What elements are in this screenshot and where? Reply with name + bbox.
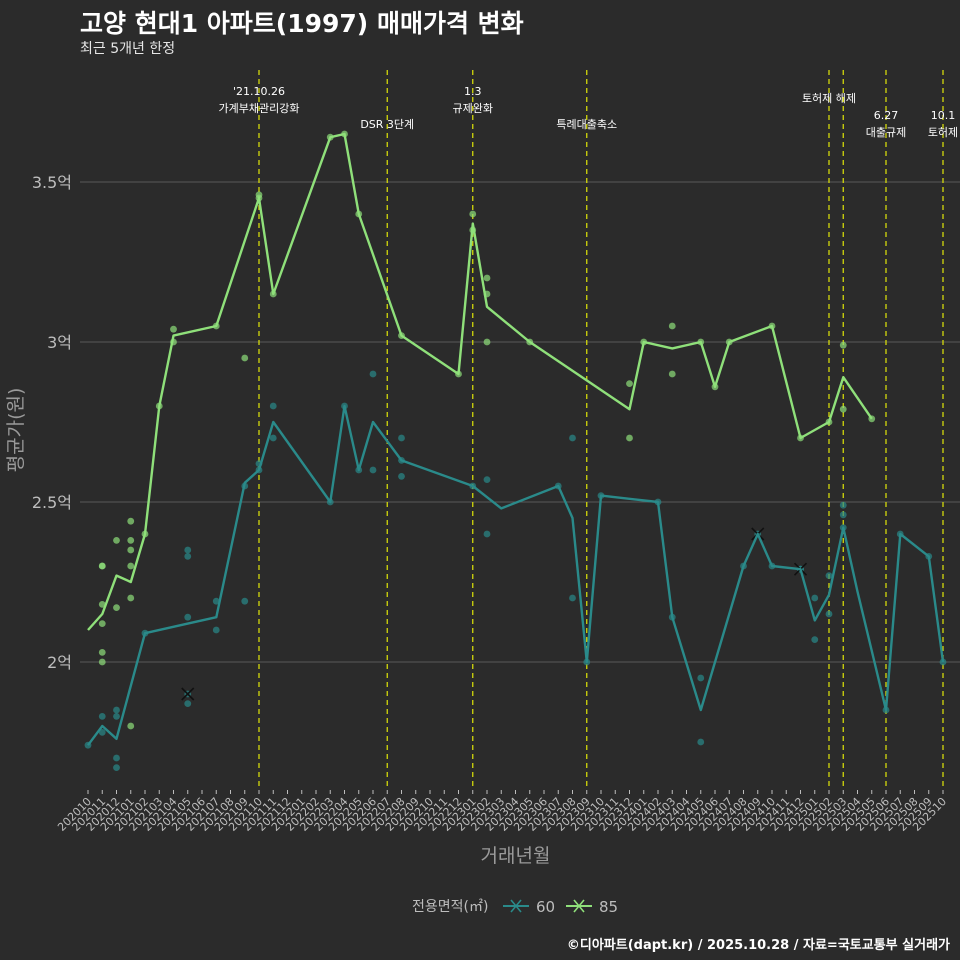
data-point-85: [483, 338, 491, 346]
event-label: 토허제 해제: [802, 91, 856, 105]
data-point-60: [212, 626, 220, 634]
event-label: 가계부채관리강화: [219, 102, 300, 115]
data-point-60: [398, 434, 405, 442]
data-point-85: [839, 341, 847, 349]
data-point-60: [113, 754, 120, 762]
data-point-85: [668, 322, 676, 330]
data-point-60: [369, 370, 377, 378]
event-label: 1.3: [464, 85, 482, 98]
data-point-85: [127, 517, 135, 525]
y-tick-label: 3억: [47, 333, 72, 352]
event-label: 토허제: [928, 126, 958, 139]
data-point-60: [569, 594, 576, 602]
data-point-60: [811, 594, 819, 602]
data-point-85: [127, 594, 135, 602]
data-point-85: [127, 546, 135, 554]
data-point-85: [668, 370, 676, 378]
data-point-85: [113, 537, 120, 544]
data-point-60: [483, 476, 491, 483]
source-caption: ©디아파트(dapt.kr) / 2025.10.28 / 자료=국토교통부 실…: [566, 938, 950, 953]
event-label: DSR 3단계: [360, 118, 414, 131]
page-title: 고양 현대1 아파트(1997) 매매가격 변화: [80, 9, 524, 38]
y-tick-label: 3.5억: [32, 173, 72, 192]
data-point-85: [839, 405, 847, 413]
page-subtitle: 최근 5개년 한정: [80, 41, 176, 57]
data-point-60: [269, 402, 277, 410]
data-point-60: [398, 473, 405, 480]
data-point-85: [170, 325, 177, 333]
data-point-60: [483, 530, 491, 538]
data-point-60: [811, 636, 819, 643]
cross-marker-60: [181, 687, 195, 701]
data-point-60: [184, 553, 192, 560]
series-layer: [84, 130, 947, 771]
event-label: 6.27: [874, 109, 899, 122]
data-point-60: [569, 434, 576, 442]
event-label: 대출규제: [866, 126, 906, 139]
y-tick-label: 2억: [47, 653, 72, 672]
data-point-60: [369, 466, 377, 474]
data-point-85: [241, 354, 249, 362]
data-point-85: [98, 649, 106, 656]
data-point-60: [212, 597, 220, 605]
legend-marker-85: [573, 899, 585, 913]
event-label: 10.1: [931, 109, 956, 122]
data-point-85: [127, 562, 135, 570]
data-point-85: [255, 191, 263, 199]
grid-layer: [80, 181, 960, 663]
legend-label-60: 60: [536, 898, 555, 916]
data-point-85: [483, 274, 491, 282]
legend: 전용면적(㎡) 60 85: [412, 898, 618, 916]
series-line-60: [87, 404, 945, 746]
data-point-60: [825, 572, 833, 579]
data-point-85: [98, 620, 106, 627]
data-point-60: [241, 597, 249, 605]
x-axis-title: 거래년월: [481, 845, 551, 867]
data-point-60: [184, 546, 192, 554]
data-point-60: [697, 674, 705, 682]
y-tick-label: 2.5억: [32, 493, 72, 512]
data-point-60: [98, 713, 106, 720]
legend-title: 전용면적(㎡): [412, 899, 488, 915]
data-point-85: [469, 210, 477, 218]
data-point-85: [127, 722, 135, 730]
data-point-60: [184, 700, 192, 707]
data-point-85: [98, 658, 106, 666]
data-point-60: [113, 706, 120, 714]
legend-label-85: 85: [599, 898, 618, 916]
axis-layer: 2억2.5억3억3.5억2020102020112020122021012021…: [5, 173, 949, 867]
series-line-85: [87, 132, 873, 631]
data-point-85: [626, 434, 633, 442]
data-point-85: [127, 537, 135, 544]
data-point-60: [825, 610, 833, 618]
event-label: '21.10.26: [233, 85, 285, 98]
data-point-60: [98, 729, 106, 736]
y-axis-title: 평균가(원): [5, 388, 27, 473]
data-point-60: [269, 434, 277, 442]
legend-marker-60: [510, 899, 522, 913]
data-point-60: [184, 613, 192, 621]
data-point-60: [697, 738, 705, 746]
event-label: 규제완화: [453, 102, 493, 115]
data-point-60: [113, 713, 120, 720]
data-point-85: [113, 604, 120, 611]
event-label: 특례대출축소: [556, 118, 617, 131]
data-point-60: [113, 764, 120, 771]
data-point-60: [839, 511, 847, 519]
data-point-60: [839, 501, 847, 509]
data-point-85: [626, 380, 633, 387]
data-point-85: [98, 562, 106, 570]
